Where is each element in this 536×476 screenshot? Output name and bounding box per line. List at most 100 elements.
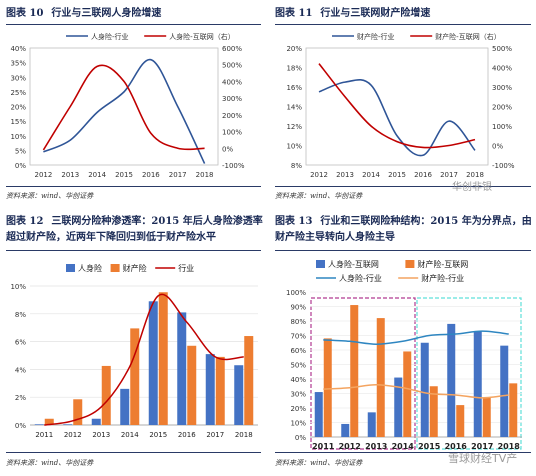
series-line <box>323 384 509 399</box>
bar-a <box>341 423 350 437</box>
figure-number: 图表 11 <box>275 8 313 19</box>
legend-label: 人身险-行业 <box>339 273 382 283</box>
figure-10-title: 图表 10 行业与三联网人身险增速 <box>6 6 161 21</box>
y-tick-label-right: 100% <box>222 129 242 137</box>
x-tick-label: 2016 <box>445 442 468 450</box>
bar-b <box>376 318 385 437</box>
y-tick-label: 90% <box>290 304 306 312</box>
figure-title-text: 行业与三联网人身险增速 <box>51 8 162 19</box>
series-line <box>318 79 476 157</box>
figure-title-line-1: 行业和三联网险种结构：2015 年为分界点，由 <box>320 216 532 227</box>
source-note: 资料来源：wind、华创证券 <box>6 192 94 200</box>
chart-13: 0% 10% 20% 30% 40% 50% 60% 70% 80% 90% 100% 2011 201… <box>286 259 522 450</box>
y-tick-label-left: 5% <box>15 147 26 155</box>
x-tick-label: 2014 <box>88 171 106 179</box>
bar-a <box>177 312 187 425</box>
watermark-text: 雪球财经TV产 <box>448 452 518 465</box>
chart-10: 0% 5% 10% 15% 20% 25% 30% 35% 40% -100% 0% 100% 200%… <box>10 32 244 179</box>
bar-b <box>158 292 168 425</box>
title-rule <box>275 250 531 251</box>
series-line <box>323 330 509 345</box>
bar-b <box>73 399 83 425</box>
bar-b <box>244 336 254 425</box>
bar-a <box>34 424 44 425</box>
figure-title-line-1: 三联网分险种渗透率：2015 年后人身险渗透率 <box>51 216 263 227</box>
y-tick-label-right: 300% <box>222 95 242 103</box>
y-tick-label: 50% <box>290 362 306 370</box>
y-tick-label-left: 8% <box>291 162 302 170</box>
y-tick-label-right: 200% <box>222 112 242 120</box>
y-tick-label: 100% <box>286 289 306 297</box>
y-tick-label: 40% <box>290 376 306 384</box>
bar-b <box>44 418 54 425</box>
y-tick-label-left: 20% <box>10 104 26 112</box>
x-tick-label: 2015 <box>388 171 406 179</box>
legend-swatch <box>110 264 120 272</box>
bar-a <box>367 412 376 437</box>
x-tick-label: 2015 <box>115 171 133 179</box>
y-tick-label-left: 35% <box>10 60 26 68</box>
y-tick-label: 0% <box>295 434 306 442</box>
y-tick-label-left: 10% <box>286 143 302 151</box>
bar-a <box>447 323 456 437</box>
legend-label: 财产险-行业 <box>421 273 464 283</box>
source-note: 资料来源：wind、华创证券 <box>6 459 94 467</box>
x-tick-label: 2018 <box>196 171 214 179</box>
source-rule <box>6 186 261 187</box>
y-tick-label-left: 40% <box>10 45 26 53</box>
bar-b <box>215 356 225 425</box>
y-tick-label-left: 16% <box>286 84 302 92</box>
source-rule <box>275 186 531 187</box>
bar-a <box>63 424 73 425</box>
x-tick-label: 2016 <box>414 171 432 179</box>
annotation-box-2011-2014 <box>310 297 416 450</box>
legend-label: 财产险 <box>123 263 147 273</box>
y-tick-label: 6% <box>15 339 26 347</box>
figure-title-line-2: 超过财产险，近两年下降回归到低于财产险水平 <box>6 232 216 243</box>
legend-label: 人身险-互联网（右） <box>169 32 235 41</box>
y-tick-label: 8% <box>15 311 26 319</box>
y-tick-label-right: 500% <box>492 45 512 53</box>
y-tick-label: 10% <box>290 420 306 428</box>
y-tick-label-right: 600% <box>222 45 242 53</box>
x-tick-label: 2018 <box>235 431 253 439</box>
x-tick-label: 2012 <box>339 442 361 450</box>
x-tick-label: 2014 <box>121 431 139 439</box>
y-tick-label-right: 0% <box>222 145 233 153</box>
bar-a <box>120 388 130 425</box>
y-tick-label-right: 300% <box>492 84 512 92</box>
x-tick-label: 2015 <box>149 431 167 439</box>
legend-label: 人身险 <box>78 263 102 273</box>
plot-frame <box>305 47 489 166</box>
y-tick-label-left: 0% <box>15 162 26 170</box>
x-tick-label: 2011 <box>35 431 53 439</box>
y-tick-label: 4% <box>15 366 26 374</box>
y-tick-label: 80% <box>290 318 306 326</box>
source-note: 资料来源：wind、华创证券 <box>275 459 363 467</box>
title-rule <box>6 24 261 25</box>
bar-b <box>130 328 140 425</box>
x-tick-label: 2018 <box>498 442 521 450</box>
y-tick-label-left: 30% <box>10 74 26 82</box>
x-tick-label: 2013 <box>61 171 79 179</box>
legend-swatch <box>405 260 415 268</box>
figure-number: 图表 13 <box>275 216 313 227</box>
y-tick-label: 70% <box>290 333 306 341</box>
x-tick-label: 2011 <box>312 442 335 450</box>
x-tick-label: 2016 <box>178 431 196 439</box>
figure-number: 图表 10 <box>6 8 44 19</box>
y-tick-label-left: 10% <box>10 133 26 141</box>
figure-title-line-2: 财产险主导转向人身险主导 <box>275 232 395 243</box>
y-tick-label-right: -100% <box>492 162 515 170</box>
x-tick-label: 2017 <box>169 171 187 179</box>
y-tick-label-right: 400% <box>222 78 242 86</box>
series-line <box>318 63 476 149</box>
legend-label: 财产险-互联网（右） <box>435 32 501 41</box>
bar-b <box>482 397 491 437</box>
bar-a <box>473 331 482 437</box>
x-tick-label: 2012 <box>64 431 82 439</box>
x-tick-label: 2014 <box>392 442 415 450</box>
y-tick-label-left: 18% <box>286 65 302 73</box>
source-rule <box>275 452 531 453</box>
x-tick-label: 2014 <box>362 171 380 179</box>
